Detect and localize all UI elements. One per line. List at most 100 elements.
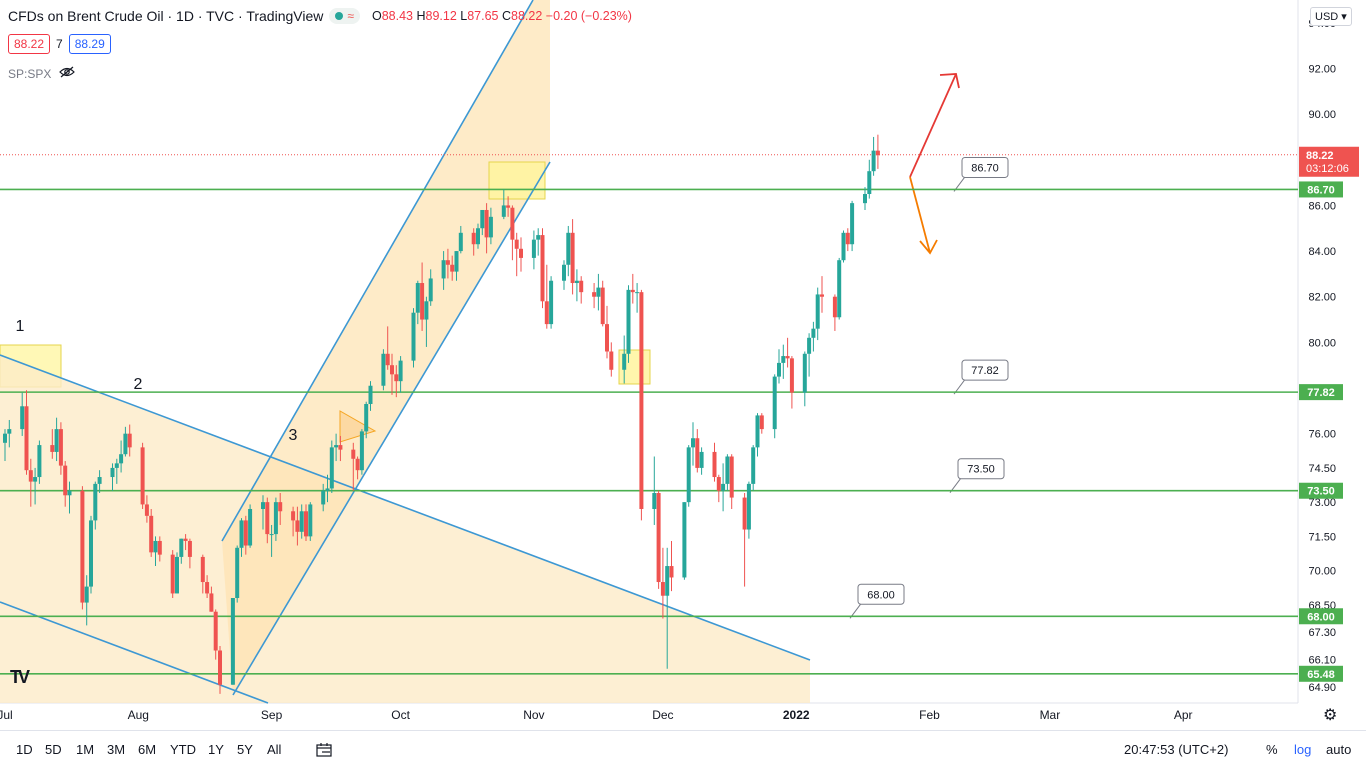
candle-body-100	[605, 324, 609, 352]
candle-body-23	[144, 504, 149, 516]
candle-body-132	[802, 353, 807, 393]
log-toggle[interactable]: log	[1294, 742, 1312, 757]
level-badge-4	[1299, 665, 1343, 682]
candle-body-117	[712, 451, 717, 478]
x-tick-label-6: 2022	[783, 708, 810, 722]
candle-body-60	[364, 403, 369, 432]
percent-toggle[interactable]: %	[1266, 742, 1278, 757]
candle-body-52	[321, 490, 326, 505]
candle-body-87	[531, 239, 536, 258]
range-1m[interactable]: 1M	[76, 742, 95, 757]
candle-body-49	[299, 511, 304, 532]
x-tick-label-0: Jul	[0, 708, 13, 722]
range-6m[interactable]: 6M	[138, 742, 157, 757]
chart-area[interactable]: 86.70 77.82 73.50 68.00 1 2 3 64.90 66.10 67.30 68…	[0, 0, 1366, 730]
time-axis: Jul Aug Sep Oct Nov Dec 2022 Feb Mar Apr	[0, 708, 1193, 722]
candle-body-96	[579, 280, 584, 293]
candle-body-143	[867, 171, 872, 195]
callout-label-0: 86.70	[971, 162, 999, 174]
candle-body-65	[394, 374, 399, 382]
gear-icon[interactable]: ⚙	[1323, 707, 1338, 724]
candle-body-13	[84, 586, 89, 603]
candle-body-7	[50, 445, 55, 452]
ask-button[interactable]: 88.29	[68, 34, 111, 54]
y-tick-label-1: 66.10	[1308, 655, 1336, 667]
candle-body-2	[20, 406, 25, 430]
candle-body-80	[484, 209, 489, 238]
candle-body-138	[837, 260, 842, 318]
callout-box-0	[961, 156, 1009, 178]
wave-label-2: 2	[134, 376, 143, 393]
candle-body-88	[536, 235, 541, 240]
candle-body-78	[476, 228, 480, 245]
candle-body-69	[420, 283, 425, 320]
market-status-pill[interactable]: ≈	[329, 8, 360, 24]
candle-body-40	[243, 520, 248, 546]
candle-body-103	[626, 289, 631, 354]
y-tick-label-10: 80.00	[1308, 337, 1336, 349]
callout-box-3	[857, 583, 905, 605]
range-5y[interactable]: 5Y	[237, 742, 253, 757]
candle-body-14	[89, 520, 93, 587]
candle-body-25	[153, 540, 158, 553]
candle-body-43	[265, 502, 270, 535]
range-1y[interactable]: 1Y	[208, 742, 224, 757]
candle-body-81	[488, 216, 493, 238]
candle-body-33	[205, 582, 210, 594]
candle-body-128	[777, 362, 781, 377]
spread-value: 7	[56, 37, 63, 51]
candle-body-90	[544, 301, 549, 325]
currency-selector[interactable]: USD ▾	[1310, 7, 1352, 26]
x-tick-label-4: Nov	[523, 708, 544, 722]
auto-toggle[interactable]: auto	[1326, 742, 1352, 757]
candle-body-130	[785, 356, 790, 359]
candle-body-93	[566, 232, 571, 265]
candle-body-10	[63, 465, 68, 496]
countdown-label: 03:12:06	[1306, 163, 1349, 175]
eye-crossed-icon[interactable]	[59, 66, 76, 81]
candle-body-44	[269, 534, 274, 536]
candle-body-27	[170, 554, 175, 594]
candle-body-137	[832, 296, 837, 318]
candle-body-6	[37, 445, 42, 478]
candle-body-70	[424, 301, 429, 320]
range-all[interactable]: All	[267, 742, 282, 757]
candle-body-135	[815, 294, 820, 329]
candle-body-16	[97, 477, 102, 484]
y-tick-label-11: 82.00	[1308, 292, 1336, 304]
bid-button[interactable]: 88.22	[8, 34, 51, 54]
range-3m[interactable]: 3M	[107, 742, 126, 757]
candle-body-123	[746, 483, 751, 530]
compare-symbol[interactable]: SP:SPX	[8, 66, 52, 81]
range-5d[interactable]: 5D	[45, 742, 62, 757]
candle-body-26	[157, 540, 162, 555]
candle-body-122	[742, 497, 747, 530]
triangle-pattern	[339, 410, 377, 443]
candle-body-56	[338, 445, 343, 450]
candle-body-106	[639, 292, 644, 509]
candle-body-47	[291, 511, 296, 521]
candle-body-50	[304, 511, 308, 537]
candle-body-64	[390, 365, 394, 375]
y-tick-label-6: 73.00	[1308, 497, 1336, 509]
tradingview-logo-icon[interactable]: TV	[10, 667, 30, 687]
candle-body-21	[127, 433, 132, 448]
calendar-range-icon[interactable]	[316, 742, 334, 761]
callout-box-1	[961, 359, 1009, 381]
candle-body-124	[751, 447, 756, 484]
candle-body-73	[445, 260, 450, 265]
y-tick-label-8: 76.00	[1308, 429, 1336, 441]
candle-body-83	[506, 205, 511, 208]
y-tick-label-13: 86.00	[1308, 200, 1336, 212]
candle-body-76	[458, 232, 463, 252]
range-ytd[interactable]: YTD	[170, 742, 196, 757]
candle-body-9	[58, 429, 63, 466]
clock[interactable]: 20:47:53 (UTC+2)	[1124, 742, 1229, 757]
symbol-title[interactable]: CFDs on Brent Crude Oil · 1D · TVC · Tra…	[8, 8, 324, 24]
candle-body-11	[67, 490, 72, 496]
candle-body-63	[385, 353, 390, 366]
x-tick-label-2: Sep	[261, 708, 283, 722]
last-price-badge	[1299, 146, 1359, 177]
candle-body-118	[716, 477, 721, 491]
range-1d[interactable]: 1D	[16, 742, 33, 757]
